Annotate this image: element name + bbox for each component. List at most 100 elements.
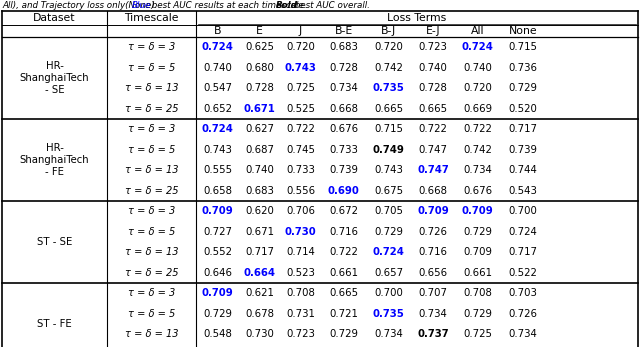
Text: 0.656: 0.656: [419, 268, 447, 278]
Text: 0.665: 0.665: [419, 104, 447, 114]
Text: 0.739: 0.739: [509, 145, 538, 155]
Text: B: B: [214, 26, 221, 36]
Text: 0.522: 0.522: [509, 268, 538, 278]
Text: Blue: Blue: [132, 1, 151, 10]
Text: 0.747: 0.747: [419, 145, 447, 155]
Text: 0.722: 0.722: [286, 124, 315, 134]
Text: HR-
ShanghaiTech
- SE: HR- ShanghaiTech - SE: [20, 61, 90, 95]
Text: τ = δ = 5: τ = δ = 5: [128, 309, 175, 319]
Text: τ = δ = 3: τ = δ = 3: [128, 288, 175, 298]
Text: 0.726: 0.726: [509, 309, 538, 319]
Text: 0.709: 0.709: [461, 206, 493, 216]
Text: 0.726: 0.726: [419, 227, 447, 237]
Text: 0.675: 0.675: [374, 186, 403, 196]
Text: B-E: B-E: [334, 26, 353, 36]
Text: E-J: E-J: [426, 26, 440, 36]
Text: HR-
ShanghaiTech
- FE: HR- ShanghaiTech - FE: [20, 143, 90, 177]
Text: 0.729: 0.729: [509, 83, 538, 93]
Text: 0.743: 0.743: [203, 145, 232, 155]
Text: 0.729: 0.729: [374, 227, 403, 237]
Text: All), and Trajectory loss only(None).: All), and Trajectory loss only(None).: [2, 1, 160, 10]
Text: 0.687: 0.687: [245, 145, 274, 155]
Text: 0.735: 0.735: [372, 309, 404, 319]
Text: 0.668: 0.668: [419, 186, 447, 196]
Text: 0.717: 0.717: [509, 247, 538, 257]
Text: 0.733: 0.733: [286, 165, 315, 175]
Text: 0.646: 0.646: [203, 268, 232, 278]
Text: 0.706: 0.706: [286, 206, 315, 216]
Text: 0.722: 0.722: [463, 124, 492, 134]
Text: τ = δ = 3: τ = δ = 3: [128, 206, 175, 216]
Text: E: E: [256, 26, 263, 36]
Text: τ = δ = 3: τ = δ = 3: [128, 124, 175, 134]
Text: 0.676: 0.676: [329, 124, 358, 134]
Text: 0.742: 0.742: [374, 63, 403, 73]
Text: 0.555: 0.555: [203, 165, 232, 175]
Text: τ = δ = 3: τ = δ = 3: [128, 42, 175, 52]
Text: 0.717: 0.717: [245, 247, 274, 257]
Text: 0.729: 0.729: [203, 309, 232, 319]
Text: 0.725: 0.725: [463, 329, 492, 339]
Text: 0.740: 0.740: [463, 63, 492, 73]
Text: 0.722: 0.722: [419, 124, 447, 134]
Text: 0.745: 0.745: [286, 145, 315, 155]
Text: 0.716: 0.716: [419, 247, 447, 257]
Text: 0.703: 0.703: [509, 288, 538, 298]
Text: 0.707: 0.707: [419, 288, 447, 298]
Text: 0.661: 0.661: [463, 268, 492, 278]
Text: 0.671: 0.671: [244, 104, 275, 114]
Text: None: None: [509, 26, 538, 36]
Text: 0.665: 0.665: [374, 104, 403, 114]
Text: 0.736: 0.736: [509, 63, 538, 73]
Text: 0.728: 0.728: [419, 83, 447, 93]
Text: 0.548: 0.548: [203, 329, 232, 339]
Text: 0.730: 0.730: [285, 227, 316, 237]
Text: 0.724: 0.724: [372, 247, 404, 257]
Text: 0.739: 0.739: [329, 165, 358, 175]
Text: 0.734: 0.734: [509, 329, 538, 339]
Text: τ = δ = 13: τ = δ = 13: [125, 329, 179, 339]
Text: 0.724: 0.724: [202, 124, 234, 134]
Text: 0.658: 0.658: [203, 186, 232, 196]
Text: 0.672: 0.672: [329, 206, 358, 216]
Text: 0.729: 0.729: [463, 227, 492, 237]
Text: 0.700: 0.700: [509, 206, 538, 216]
Text: Loss Terms: Loss Terms: [387, 13, 447, 23]
Text: τ = δ = 13: τ = δ = 13: [125, 83, 179, 93]
Text: 0.737: 0.737: [417, 329, 449, 339]
Text: 0.717: 0.717: [509, 124, 538, 134]
Text: 0.715: 0.715: [509, 42, 538, 52]
Text: 0.709: 0.709: [202, 288, 234, 298]
Text: : best AUC results at each timescale.: : best AUC results at each timescale.: [146, 1, 309, 10]
Text: ST - SE: ST - SE: [37, 237, 72, 247]
Text: 0.671: 0.671: [245, 227, 274, 237]
Text: 0.543: 0.543: [509, 186, 538, 196]
Text: 0.729: 0.729: [463, 309, 492, 319]
Text: 0.709: 0.709: [417, 206, 449, 216]
Text: 0.735: 0.735: [372, 83, 404, 93]
Text: 0.705: 0.705: [374, 206, 403, 216]
Text: 0.740: 0.740: [203, 63, 232, 73]
Text: 0.716: 0.716: [329, 227, 358, 237]
Text: 0.523: 0.523: [286, 268, 315, 278]
Text: 0.627: 0.627: [245, 124, 274, 134]
Text: 0.740: 0.740: [419, 63, 447, 73]
Text: 0.661: 0.661: [329, 268, 358, 278]
Text: Dataset: Dataset: [33, 13, 76, 23]
Text: τ = δ = 5: τ = δ = 5: [128, 63, 175, 73]
Text: ST - FE: ST - FE: [37, 319, 72, 329]
Text: 0.665: 0.665: [329, 288, 358, 298]
Text: 0.669: 0.669: [463, 104, 492, 114]
Text: 0.683: 0.683: [245, 186, 274, 196]
Text: 0.714: 0.714: [286, 247, 315, 257]
Text: 0.730: 0.730: [245, 329, 274, 339]
Text: τ = δ = 13: τ = δ = 13: [125, 247, 179, 257]
Text: 0.734: 0.734: [463, 165, 492, 175]
Text: 0.731: 0.731: [286, 309, 315, 319]
Text: B-J: B-J: [381, 26, 396, 36]
Text: τ = δ = 25: τ = δ = 25: [125, 104, 179, 114]
Text: 0.678: 0.678: [245, 309, 274, 319]
Text: 0.715: 0.715: [374, 124, 403, 134]
Text: 0.652: 0.652: [203, 104, 232, 114]
Text: 0.700: 0.700: [374, 288, 403, 298]
